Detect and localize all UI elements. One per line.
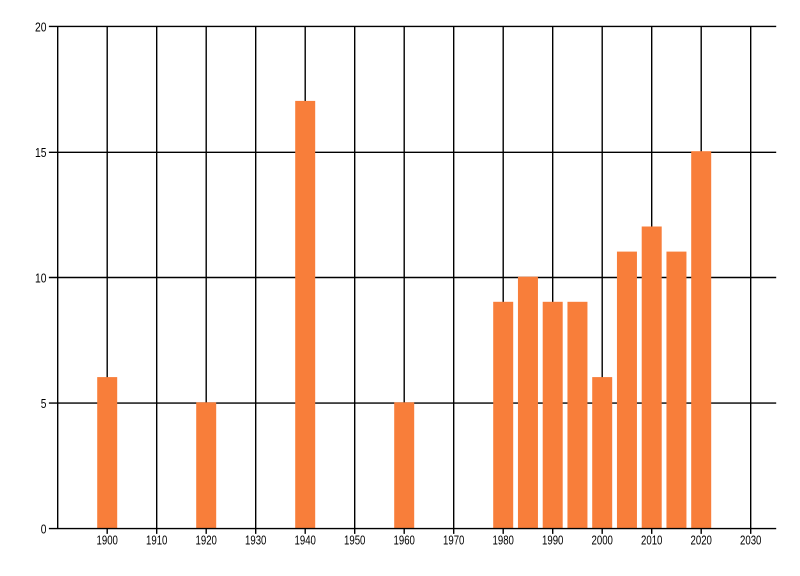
svg-text:1910: 1910 [146,532,167,547]
svg-text:1960: 1960 [394,532,415,547]
svg-text:10: 10 [35,270,47,285]
svg-text:15: 15 [35,145,47,160]
svg-text:1950: 1950 [344,532,365,547]
svg-text:20: 20 [35,19,47,34]
svg-text:1970: 1970 [443,532,464,547]
svg-text:0: 0 [41,522,47,537]
svg-text:1930: 1930 [245,532,266,547]
svg-text:1920: 1920 [196,532,217,547]
svg-text:1940: 1940 [295,532,316,547]
svg-text:1980: 1980 [493,532,514,547]
svg-text:1990: 1990 [542,532,563,547]
svg-text:2010: 2010 [641,532,662,547]
svg-text:2000: 2000 [592,532,613,547]
svg-text:2030: 2030 [740,532,761,547]
svg-text:2020: 2020 [691,532,712,547]
svg-text:5: 5 [41,396,47,411]
svg-text:1900: 1900 [97,532,118,547]
